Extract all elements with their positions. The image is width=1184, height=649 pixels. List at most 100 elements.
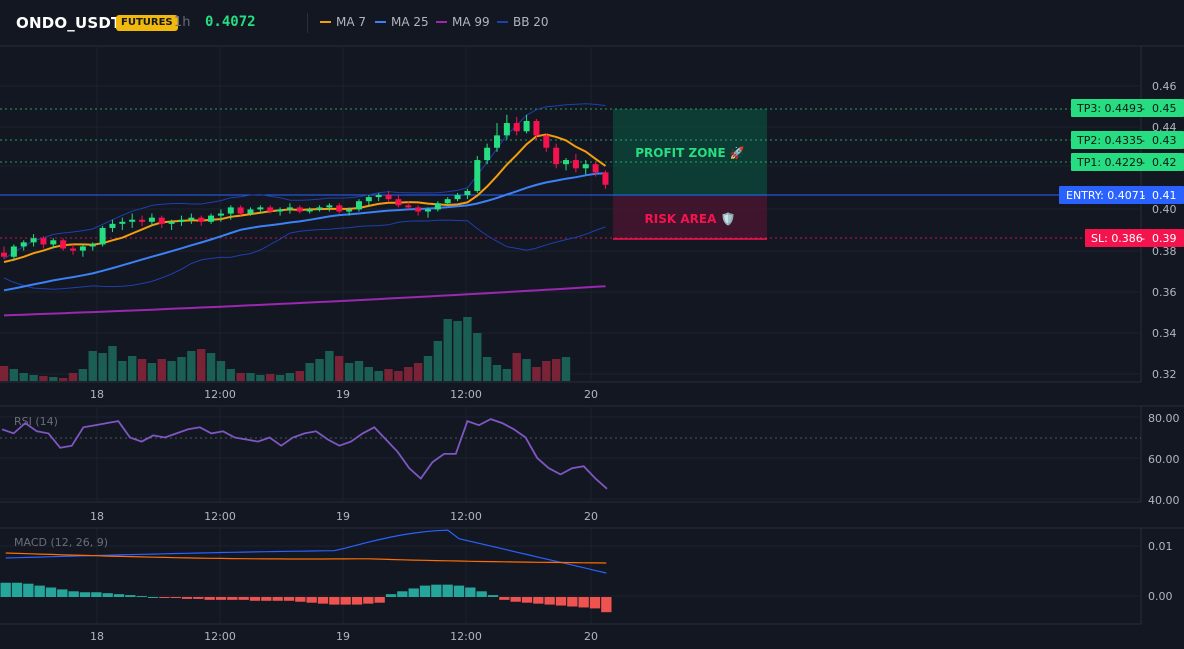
tp2-tag [1071,131,1184,149]
candle-body [70,248,77,251]
macd-hist-bar [147,597,159,598]
macd-hist-bar [11,582,23,597]
legend-ma99[interactable]: MA 99 [436,15,490,29]
volume-bar [127,356,137,381]
macd-hist-bar [442,584,453,597]
profit-zone-label: PROFIT ZONE 🚀 [635,146,745,160]
macd-hist-bar [34,585,45,597]
macd-title: MACD (12, 26, 9) [14,536,108,549]
candle-body [336,205,343,212]
volume-bar [295,371,304,381]
tp1-tag-label: TP1: 0.4229 [1076,156,1143,169]
candle-body [464,190,471,196]
price-grid [0,46,1141,382]
chart-header: ONDO_USDT FUTURES 1h 0.4072 MA 7 MA 25 M… [0,0,1184,46]
price-tick: 0.36 [1152,286,1177,299]
volume-bar [463,317,472,381]
candle-body [346,209,353,212]
tp1-tag-dash: - [1141,156,1145,169]
volume-bar [29,375,38,381]
candle-body [543,135,550,148]
candle-body [454,195,461,200]
candle-body [119,221,126,224]
bb20-swatch [497,21,508,23]
price-chart[interactable]: PROFIT ZONE 🚀 RISK AREA 🛡️ 0.46 0.44 0.4… [0,0,1184,405]
legend-ma7-label: MA 7 [336,15,367,29]
volume-bar [108,346,117,381]
legend-bb20[interactable]: BB 20 [497,15,549,29]
rsi-pane[interactable]: RSI (14) 80.00 60.00 40.00 18 12:00 19 1… [0,405,1184,527]
candle-body [355,201,362,210]
sl-tag-tick: 0.39 [1152,232,1177,245]
tp3-tag-tick: 0.45 [1152,102,1177,115]
macd-hist-bar [91,592,102,597]
sl-tag-dash: - [1141,232,1145,245]
volume-bar [206,353,216,381]
macd-hist-bar [317,597,329,604]
candle-body [582,164,589,169]
risk-zone-label: RISK AREA 🛡️ [645,212,736,226]
tp3-tag-dash: - [1141,102,1145,115]
volume-bars [0,317,571,381]
tp3-tag [1071,99,1184,117]
price-tick: 0.40 [1152,203,1177,216]
volume-bar [502,369,512,381]
volume-bar [374,371,383,381]
candle-body [139,219,146,222]
legend-bb20-label: BB 20 [513,15,549,29]
volume-bar [453,321,462,381]
legend-ma7[interactable]: MA 7 [320,15,366,29]
candle-body [188,217,195,220]
macd-hist-bar [272,597,283,601]
candle-body [444,199,451,204]
candle-body [563,160,570,165]
tp1-tag-tick: 0.42 [1152,156,1177,169]
volume-bar [423,356,433,381]
time-tick: 12:00 [450,388,482,401]
timeframe-selector[interactable]: 1h [174,15,191,30]
candle-body [533,120,540,136]
time-tick: 12:00 [204,630,236,643]
volume-bar [246,373,255,381]
volume-bar [384,369,393,381]
macd-hist-bar [408,588,419,597]
candle-body [50,240,57,245]
macd-hist-bar [385,594,397,597]
candle-body [99,227,106,245]
macd-hist-bar [363,597,374,604]
candle-body [40,238,47,245]
time-tick: 19 [336,510,350,523]
candle-body [237,207,244,214]
time-tick: 20 [584,510,598,523]
candle-body [30,238,37,243]
macd-hist-bar [499,597,510,600]
macd-hist-bar [567,597,578,607]
time-tick: 12:00 [204,388,236,401]
price-tick: 0.38 [1152,245,1177,258]
candle-body [60,240,67,249]
volume-bar [551,359,561,381]
legend-ma25[interactable]: MA 25 [375,15,429,29]
macd-hist-bar [465,587,476,597]
macd-pane[interactable]: MACD (12, 26, 9) 0.01 0.00 18 12:00 19 1… [0,527,1184,649]
macd-hist-bar [23,583,34,597]
price-tick: 0.44 [1152,121,1177,134]
candles [1,114,609,261]
volume-bar [561,357,571,381]
candle-body [148,217,155,222]
candle-body [109,223,116,228]
candle-body [306,209,313,212]
ma99-line [3,285,606,317]
volume-bar [275,375,285,381]
macd-hist-bar [57,589,68,597]
volume-bar [118,361,127,381]
candle-body [592,164,599,173]
symbol-label[interactable]: ONDO_USDT [16,14,122,32]
macd-hist-bar [261,597,272,601]
rsi-tick: 40.00 [1148,494,1180,507]
sl-tag [1085,229,1184,247]
time-tick: 18 [90,630,104,643]
volume-bar [147,363,157,381]
candle-body [385,195,392,200]
price-tick: 0.32 [1152,368,1177,381]
